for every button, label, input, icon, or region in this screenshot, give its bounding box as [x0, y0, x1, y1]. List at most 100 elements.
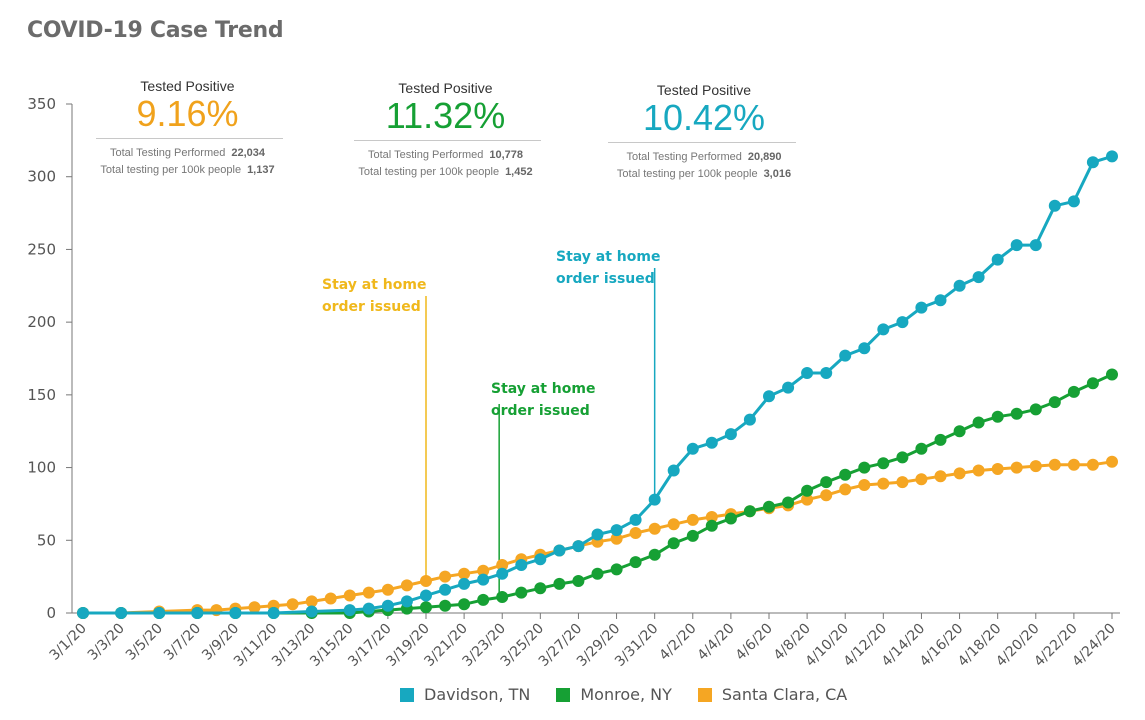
- data-point[interactable]: [877, 323, 890, 336]
- data-point[interactable]: [534, 582, 547, 595]
- data-point[interactable]: [77, 607, 89, 619]
- data-point[interactable]: [153, 607, 166, 619]
- data-point[interactable]: [953, 425, 966, 438]
- data-point[interactable]: [420, 601, 432, 614]
- data-point[interactable]: [858, 461, 871, 474]
- data-point[interactable]: [1048, 458, 1061, 471]
- data-point[interactable]: [591, 528, 604, 541]
- data-point[interactable]: [1067, 385, 1080, 398]
- data-point[interactable]: [934, 433, 947, 446]
- data-point[interactable]: [686, 529, 699, 542]
- data-point[interactable]: [420, 589, 432, 602]
- data-point[interactable]: [763, 390, 775, 403]
- data-point[interactable]: [458, 567, 471, 580]
- data-point[interactable]: [915, 301, 928, 314]
- data-point[interactable]: [477, 593, 490, 606]
- data-point[interactable]: [1086, 377, 1099, 390]
- data-point[interactable]: [972, 416, 985, 429]
- data-point[interactable]: [934, 294, 947, 307]
- data-point[interactable]: [629, 527, 642, 539]
- data-point[interactable]: [915, 442, 928, 455]
- data-point[interactable]: [439, 583, 452, 596]
- data-point[interactable]: [629, 513, 642, 526]
- data-point[interactable]: [839, 483, 852, 496]
- data-point[interactable]: [1029, 403, 1042, 416]
- data-point[interactable]: [667, 537, 680, 550]
- data-point[interactable]: [248, 601, 261, 614]
- data-point[interactable]: [1029, 460, 1042, 473]
- data-point[interactable]: [553, 577, 566, 590]
- data-point[interactable]: [896, 316, 909, 329]
- data-point[interactable]: [934, 470, 947, 483]
- data-point[interactable]: [1067, 458, 1080, 471]
- data-point[interactable]: [648, 522, 661, 535]
- data-point[interactable]: [343, 604, 356, 617]
- data-point[interactable]: [1067, 195, 1080, 208]
- data-point[interactable]: [439, 570, 452, 583]
- data-point[interactable]: [381, 599, 394, 612]
- data-point[interactable]: [1106, 455, 1118, 468]
- data-point[interactable]: [305, 605, 318, 618]
- legend-item-davidson[interactable]: Davidson, TN: [400, 685, 530, 704]
- data-point[interactable]: [686, 513, 699, 526]
- data-point[interactable]: [458, 577, 471, 590]
- data-point[interactable]: [877, 457, 890, 470]
- data-point[interactable]: [763, 500, 775, 513]
- data-point[interactable]: [400, 579, 413, 592]
- data-point[interactable]: [667, 464, 680, 477]
- legend-item-santa-clara[interactable]: Santa Clara, CA: [697, 685, 847, 704]
- data-point[interactable]: [458, 598, 471, 611]
- data-point[interactable]: [400, 595, 413, 608]
- data-point[interactable]: [553, 544, 566, 557]
- data-point[interactable]: [991, 463, 1004, 475]
- data-point[interactable]: [705, 511, 718, 523]
- legend-item-monroe[interactable]: Monroe, NY: [556, 685, 672, 704]
- data-point[interactable]: [877, 477, 890, 490]
- data-point[interactable]: [1106, 150, 1118, 163]
- data-point[interactable]: [724, 428, 737, 441]
- data-point[interactable]: [858, 479, 871, 491]
- data-point[interactable]: [515, 586, 528, 599]
- data-point[interactable]: [534, 553, 547, 566]
- data-point[interactable]: [1106, 368, 1118, 381]
- data-point[interactable]: [896, 476, 909, 489]
- data-point[interactable]: [953, 279, 966, 292]
- data-point[interactable]: [1029, 239, 1042, 252]
- data-point[interactable]: [1086, 458, 1099, 471]
- data-point[interactable]: [439, 599, 452, 612]
- data-point[interactable]: [420, 575, 432, 587]
- data-point[interactable]: [991, 410, 1004, 423]
- data-point[interactable]: [572, 540, 585, 553]
- data-point[interactable]: [705, 519, 718, 532]
- data-point[interactable]: [972, 464, 985, 477]
- data-point[interactable]: [381, 583, 394, 596]
- data-point[interactable]: [915, 473, 928, 486]
- data-point[interactable]: [1048, 199, 1061, 212]
- data-point[interactable]: [343, 589, 356, 602]
- data-point[interactable]: [782, 496, 795, 509]
- data-point[interactable]: [991, 253, 1004, 266]
- data-point[interactable]: [496, 567, 509, 580]
- data-point[interactable]: [820, 367, 833, 379]
- data-point[interactable]: [972, 271, 985, 284]
- data-point[interactable]: [610, 563, 623, 576]
- data-point[interactable]: [115, 607, 128, 619]
- data-point[interactable]: [1010, 461, 1023, 474]
- data-point[interactable]: [801, 484, 814, 497]
- data-point[interactable]: [724, 512, 737, 525]
- data-point[interactable]: [286, 598, 299, 611]
- data-point[interactable]: [362, 602, 375, 615]
- data-point[interactable]: [305, 595, 318, 608]
- data-point[interactable]: [229, 607, 242, 619]
- data-point[interactable]: [820, 489, 833, 502]
- data-point[interactable]: [191, 607, 204, 619]
- data-point[interactable]: [839, 468, 852, 481]
- data-point[interactable]: [267, 607, 280, 619]
- data-point[interactable]: [591, 567, 604, 580]
- data-point[interactable]: [743, 413, 756, 426]
- data-point[interactable]: [667, 518, 680, 531]
- data-point[interactable]: [324, 592, 337, 605]
- data-point[interactable]: [572, 575, 585, 587]
- data-point[interactable]: [648, 548, 661, 561]
- data-point[interactable]: [858, 342, 871, 355]
